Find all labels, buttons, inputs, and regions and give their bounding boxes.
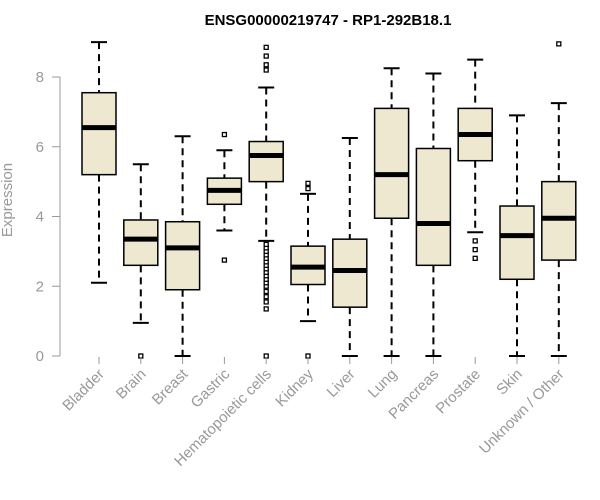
outlier-point — [263, 67, 269, 73]
box-iqr — [332, 238, 368, 308]
outlier-point — [221, 131, 228, 138]
outlier-point — [263, 288, 269, 295]
box-skin — [499, 114, 535, 357]
outlier-point — [221, 257, 228, 263]
box-iqr — [499, 205, 535, 281]
x-tick-label: Brain — [113, 366, 150, 403]
box-iqr — [123, 219, 159, 267]
y-tick-label: 6 — [36, 139, 44, 156]
x-tick-label: Lung — [365, 366, 401, 402]
outlier-point — [305, 185, 311, 192]
box-kidney — [290, 180, 326, 359]
boxes-group — [81, 41, 577, 359]
x-tick-label: Liver — [324, 366, 359, 401]
box-iqr — [81, 91, 117, 176]
box-breast — [164, 135, 201, 357]
box-pancreas — [415, 72, 452, 357]
y-axis: 0 2 4 6 8 — [36, 69, 61, 365]
box-iqr — [248, 140, 284, 183]
x-tick-label: Kidney — [272, 365, 317, 410]
outlier-point — [472, 255, 478, 262]
y-tick-label: 0 — [36, 348, 44, 365]
box-hematopoietic-cells — [248, 44, 284, 359]
box-bladder — [81, 41, 117, 284]
x-tick-label: Breast — [149, 365, 192, 408]
outlier-point — [305, 180, 311, 187]
x-tick-label: Prostate — [432, 366, 484, 418]
box-iqr — [164, 220, 201, 291]
box-iqr — [541, 180, 577, 261]
outlier-point — [472, 238, 478, 244]
y-tick-label: 8 — [36, 69, 44, 86]
box-liver — [332, 137, 368, 357]
box-iqr — [373, 107, 410, 219]
y-tick-label: 2 — [36, 278, 44, 295]
box-prostate — [457, 58, 493, 262]
outlier-point — [472, 246, 478, 253]
box-iqr — [415, 147, 452, 267]
x-tick-label: Skin — [493, 366, 526, 399]
outlier-point — [556, 41, 562, 47]
outlier-point — [263, 62, 269, 68]
box-lung — [373, 67, 410, 357]
y-axis-label: Expression — [0, 163, 16, 237]
box-unknown-other — [541, 41, 577, 357]
outlier-point — [263, 294, 269, 300]
outlier-point — [263, 299, 269, 305]
outlier-point — [263, 44, 269, 51]
outlier-point — [263, 241, 269, 248]
outlier-point — [263, 53, 269, 59]
box-brain — [123, 163, 159, 359]
y-tick-label: 4 — [36, 209, 44, 226]
box-gastric — [206, 131, 243, 263]
outlier-point — [263, 306, 269, 312]
chart-title: ENSG00000219747 - RP1-292B18.1 — [205, 12, 452, 29]
x-tick-label: Bladder — [59, 366, 108, 415]
